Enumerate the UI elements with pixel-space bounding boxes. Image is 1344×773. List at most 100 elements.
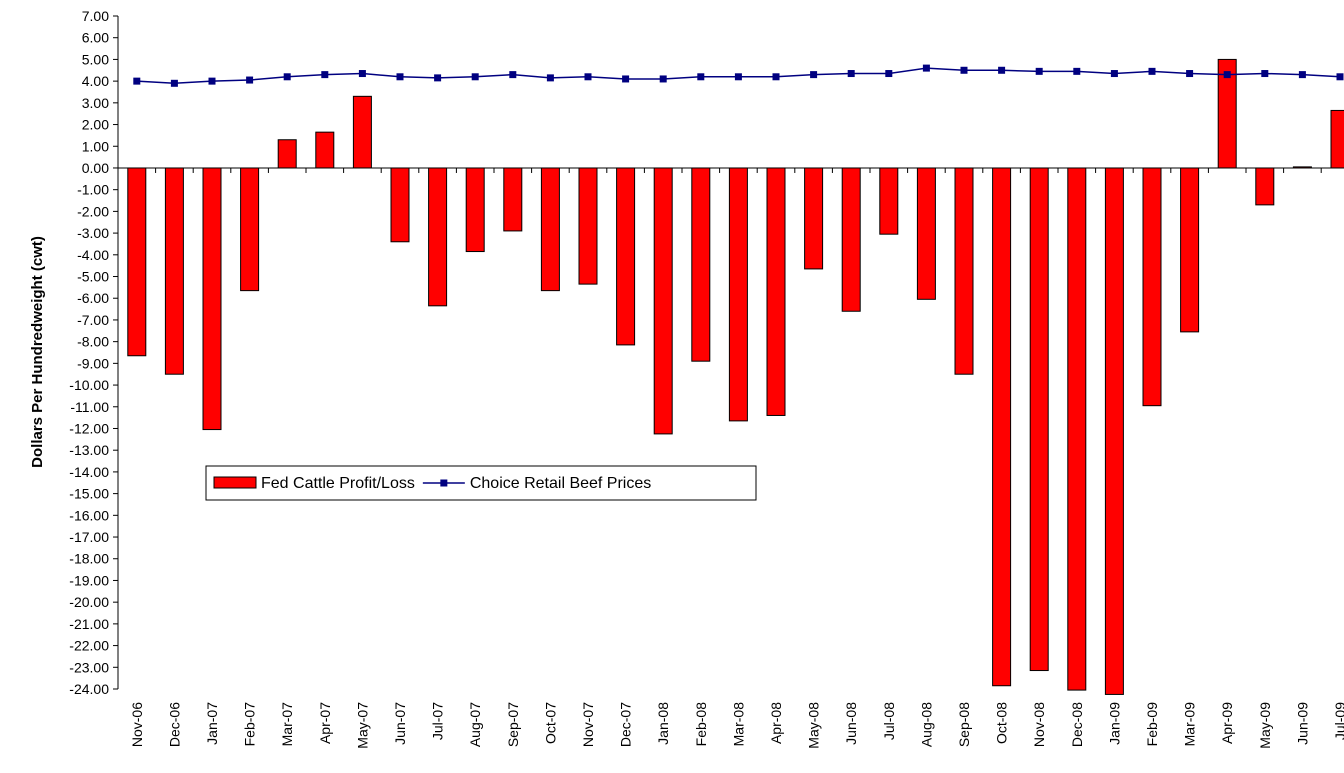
x-tick-label: Nov-07 [580,702,596,747]
x-tick-label: Apr-09 [1219,702,1235,744]
marker [810,71,818,79]
y-tick-label: 3.00 [82,95,109,111]
y-tick-label: -3.00 [77,225,109,241]
marker [546,74,554,82]
marker [283,73,291,81]
y-tick-label: -11.00 [70,399,109,415]
y-tick-label: -7.00 [77,312,109,328]
marker [622,75,630,83]
x-tick-label: Aug-07 [467,702,483,747]
marker [847,70,855,78]
x-tick-label: Aug-08 [918,702,934,747]
x-tick-label: Apr-08 [768,702,784,744]
marker [170,79,178,87]
marker [358,70,366,78]
marker [1298,71,1306,79]
bar [540,167,560,292]
y-tick-label: -10.00 [69,377,109,393]
x-tick-label: Jun-07 [392,702,408,745]
x-tick-label: Sep-07 [505,702,521,747]
bar [465,167,485,253]
y-tick-label: -2.00 [77,203,109,219]
x-tick-label: Oct-07 [542,702,558,744]
bar [804,167,824,270]
y-tick-label: -15.00 [69,486,109,502]
y-tick-label: 2.00 [82,117,109,133]
bar [1029,167,1049,672]
y-tick-label: -16.00 [69,507,109,523]
marker [659,75,667,83]
marker [321,71,329,79]
bar [352,95,372,169]
bar [1180,167,1200,333]
bar [1255,167,1275,206]
bar [202,167,222,431]
bar [691,167,711,362]
bar [277,139,297,169]
x-tick-label: Mar-09 [1182,702,1198,747]
x-tick-label: Jun-09 [1294,702,1310,745]
bar [1292,166,1312,169]
x-tick-label: Feb-07 [242,702,258,747]
marker [208,77,216,85]
marker [734,73,742,81]
bar [954,167,974,375]
x-tick-label: Dec-08 [1069,702,1085,747]
bar [653,167,673,435]
marker [471,73,479,81]
marker [509,71,517,79]
y-tick-label: -8.00 [77,334,109,350]
marker [697,73,705,81]
y-tick-label: -18.00 [69,551,109,567]
y-tick-label: -13.00 [69,442,109,458]
x-tick-label: May-07 [354,702,370,749]
marker [885,70,893,78]
legend-swatch [213,476,257,489]
marker [396,73,404,81]
y-tick-label: 4.00 [82,73,109,89]
x-tick-label: Jan-09 [1106,702,1122,745]
bar [841,167,861,312]
bar [1104,167,1124,695]
y-tick-label: -24.00 [69,681,109,697]
x-tick-label: May-09 [1257,702,1273,749]
y-tick-label: -17.00 [69,529,109,545]
y-axis-title: Dollars Per Hundredweight (cwt) [29,236,46,468]
marker [246,76,254,84]
x-tick-label: Jul-08 [881,702,897,740]
marker [1336,73,1344,81]
x-tick-label: May-08 [806,702,822,749]
bar [879,167,899,235]
x-tick-label: Jan-08 [655,702,671,745]
marker [922,64,930,72]
marker [434,74,442,82]
bar [616,167,636,346]
y-tick-label: -1.00 [77,182,109,198]
marker [584,73,592,81]
x-tick-label: Feb-08 [693,702,709,747]
x-tick-label: Apr-07 [317,702,333,744]
marker [1110,70,1118,78]
y-tick-label: -6.00 [77,290,109,306]
x-tick-label: Dec-07 [618,702,634,747]
legend-swatch-marker [440,479,448,487]
marker [772,73,780,81]
marker [133,77,141,85]
x-tick-label: Oct-08 [994,702,1010,744]
bar [916,167,936,300]
legend: Fed Cattle Profit/Loss Choice Retail Beef… [205,465,757,501]
x-tick-label: Feb-09 [1144,702,1160,747]
bar [1330,109,1344,169]
y-tick-label: -12.00 [69,420,109,436]
marker [1073,67,1081,75]
marker [998,66,1006,74]
y-tick-label: -9.00 [77,355,109,371]
marker [1261,70,1269,78]
y-tick-label: 1.00 [82,138,109,154]
bar [428,167,448,307]
y-tick-label: 6.00 [82,30,109,46]
bar [578,167,598,285]
x-tick-label: Nov-06 [129,702,145,747]
legend-label: Choice Retail Beef Prices [470,475,651,492]
